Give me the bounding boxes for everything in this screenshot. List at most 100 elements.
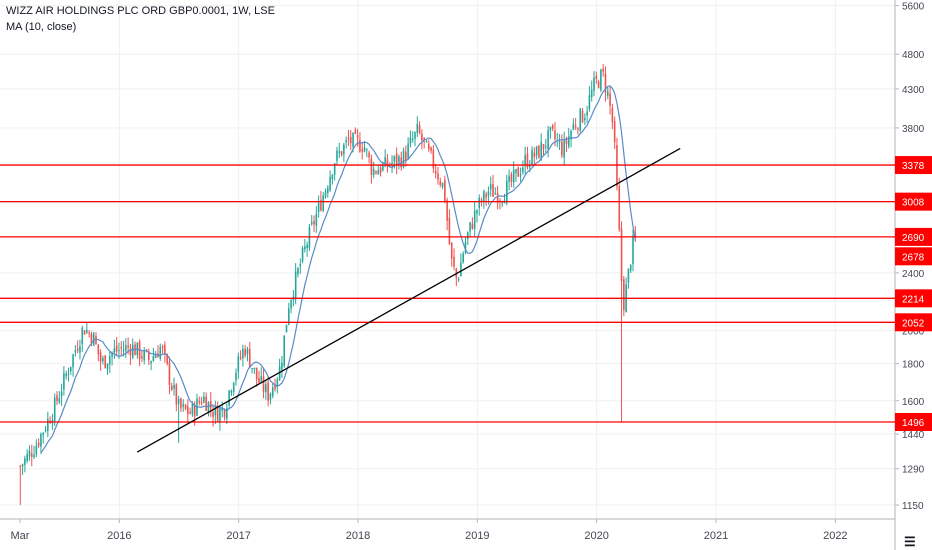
candle-body bbox=[219, 408, 221, 422]
candle-body bbox=[294, 271, 297, 298]
candle-body bbox=[558, 141, 561, 143]
candle-body bbox=[129, 348, 132, 356]
candle-body bbox=[141, 356, 143, 359]
candle-body bbox=[21, 464, 24, 467]
candle-body bbox=[480, 199, 483, 203]
candle-body bbox=[501, 202, 504, 204]
x-tick-label: 2022 bbox=[823, 530, 847, 542]
level-price-tag bbox=[895, 289, 932, 308]
level-price-label: 2214 bbox=[902, 294, 925, 305]
candle-body bbox=[125, 345, 127, 351]
candle-body bbox=[345, 139, 347, 143]
candle-body bbox=[372, 168, 375, 175]
candle-body bbox=[613, 121, 616, 143]
candle-body bbox=[320, 200, 322, 211]
candle-body bbox=[402, 150, 405, 168]
candle-body bbox=[627, 268, 630, 283]
trendline bbox=[136, 147, 681, 453]
candle-body bbox=[352, 132, 354, 147]
candle-body bbox=[524, 155, 526, 167]
candle-body bbox=[88, 332, 90, 334]
candle-body bbox=[287, 308, 290, 325]
candle-body bbox=[441, 182, 444, 188]
candle-body bbox=[538, 145, 540, 158]
candle-body bbox=[42, 432, 45, 435]
candle-body bbox=[63, 373, 65, 390]
candle-body bbox=[590, 89, 593, 98]
candle-body bbox=[76, 348, 79, 351]
candle-body bbox=[299, 264, 302, 267]
candle-body bbox=[366, 149, 368, 151]
candle-body bbox=[375, 171, 377, 174]
candle-body bbox=[563, 140, 565, 158]
x-tick-label: 2016 bbox=[107, 530, 131, 542]
candle-body bbox=[494, 193, 497, 195]
candle-body bbox=[306, 244, 308, 248]
candle-body bbox=[154, 354, 157, 358]
candle-body bbox=[267, 382, 269, 401]
candle-body bbox=[33, 454, 35, 458]
chart-legend: WIZZ AIR HOLDINGS PLC ORD GBP0.0001, 1W,… bbox=[6, 3, 275, 35]
candle-body bbox=[37, 442, 40, 446]
level-price-label: 1496 bbox=[902, 418, 925, 429]
last-price-label: 2678 bbox=[902, 252, 925, 263]
y-tick-label: 2400 bbox=[902, 269, 925, 280]
candle-body bbox=[271, 387, 274, 396]
candle-body bbox=[370, 158, 373, 175]
candle-body bbox=[104, 355, 107, 368]
candle-body bbox=[74, 350, 77, 353]
candle-body bbox=[237, 355, 240, 372]
y-tick-label: 1800 bbox=[902, 360, 925, 371]
candle-body bbox=[540, 142, 543, 160]
candle-body bbox=[248, 349, 251, 368]
candle-body bbox=[304, 246, 306, 250]
candle-body bbox=[205, 396, 207, 411]
candle-body bbox=[297, 268, 299, 275]
candle-body bbox=[115, 345, 118, 352]
candle-body bbox=[356, 135, 359, 138]
candle-body bbox=[278, 366, 281, 381]
candle-body bbox=[593, 77, 595, 91]
candle-body bbox=[47, 418, 49, 432]
level-price-label: 3378 bbox=[902, 161, 925, 172]
candle-body bbox=[193, 404, 196, 417]
candle-body bbox=[108, 356, 111, 365]
candle-body bbox=[499, 200, 501, 202]
candle-body bbox=[120, 346, 123, 349]
candle-body bbox=[581, 110, 584, 123]
candle-body bbox=[333, 163, 336, 175]
candle-body bbox=[19, 465, 22, 467]
candle-body bbox=[56, 395, 58, 401]
level-price-tag bbox=[895, 412, 932, 431]
candle-body bbox=[526, 153, 529, 168]
y-tick-label: 1600 bbox=[902, 397, 925, 408]
candle-body bbox=[533, 152, 536, 158]
moving-average-line bbox=[40, 85, 636, 454]
candle-body bbox=[161, 346, 164, 348]
candle-body bbox=[531, 149, 533, 166]
candle-body bbox=[86, 329, 88, 333]
candle-body bbox=[407, 143, 409, 159]
candle-body bbox=[338, 151, 341, 153]
candle-body bbox=[446, 200, 448, 221]
candle-body bbox=[359, 139, 361, 152]
candle-body bbox=[466, 232, 469, 240]
candle-body bbox=[28, 450, 31, 457]
candle-body bbox=[40, 433, 42, 447]
candle-body bbox=[187, 406, 189, 415]
candle-body bbox=[577, 128, 579, 130]
candle-body bbox=[398, 156, 400, 163]
candle-body bbox=[421, 133, 423, 141]
candle-body bbox=[469, 222, 471, 232]
logo-mark: ☰ bbox=[904, 534, 916, 549]
candle-body bbox=[203, 396, 205, 403]
y-tick-label: 3800 bbox=[902, 124, 925, 135]
candle-body bbox=[427, 143, 430, 149]
candle-body bbox=[44, 430, 47, 432]
candle-body bbox=[301, 248, 304, 262]
candle-body bbox=[164, 344, 166, 354]
candle-body bbox=[177, 398, 180, 404]
candle-body bbox=[464, 241, 467, 253]
